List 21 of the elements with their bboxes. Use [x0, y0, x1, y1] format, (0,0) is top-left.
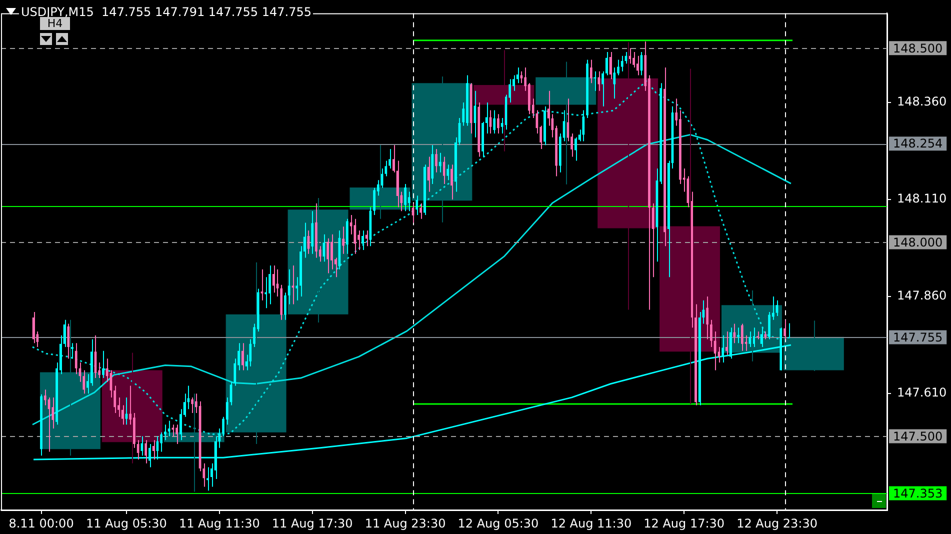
annotation: H4	[40, 17, 70, 30]
x-tick-label: 11 Aug 17:30	[272, 516, 353, 530]
x-tick-label: 12 Aug 05:30	[458, 516, 539, 530]
x-tick-label: 8.11 00:00	[8, 516, 74, 530]
ref-line-label: 147.500	[893, 429, 943, 444]
ref-line-label: 148.254	[893, 136, 943, 151]
x-tick-label: 11 Aug 11:30	[178, 516, 260, 530]
ref-line-label: 147.353	[893, 486, 943, 500]
y-tick-label: 147.610	[897, 386, 947, 400]
chart-title: USDJPY,M15 147.755 147.791 147.755 147.755	[19, 5, 314, 19]
x-tick-label: 12 Aug 23:30	[736, 516, 818, 530]
x-tick-label: 11 Aug 23:30	[364, 516, 446, 530]
y-tick-label: 148.110	[897, 192, 947, 206]
x-tick-label: 12 Aug 11:30	[550, 516, 632, 530]
ref-line-label: 148.500	[893, 41, 943, 56]
y-tick-label: 147.860	[897, 288, 947, 303]
x-tick-label: 12 Aug 17:30	[644, 516, 725, 530]
x-tick-label: 11 Aug 05:30	[86, 516, 167, 530]
ref-line-label: 147.755	[893, 330, 943, 344]
ref-line-label: 148.000	[893, 235, 943, 250]
y-tick-label: 148.360	[897, 94, 947, 109]
